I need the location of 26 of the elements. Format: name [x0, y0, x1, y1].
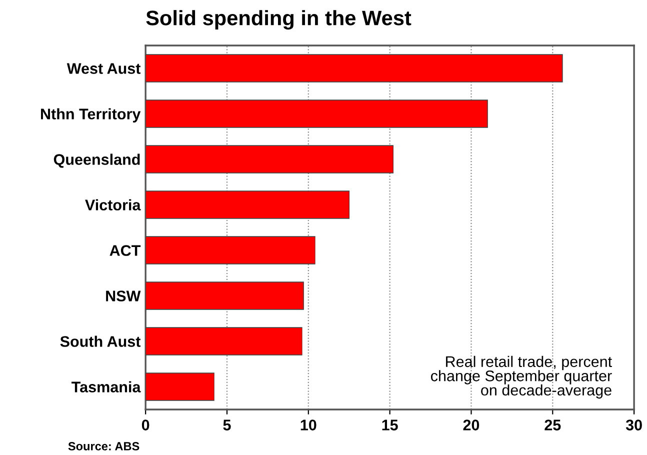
x-tick-label: 10: [300, 420, 316, 430]
x-tick-label: 25: [544, 420, 561, 430]
y-tick-label: NSW: [106, 290, 141, 302]
bar: [146, 145, 394, 174]
x-tick-label: 5: [223, 420, 231, 430]
y-tick-label: West Aust: [66, 63, 141, 74]
y-tick-label: Nthn Territory: [41, 108, 141, 122]
x-tick-label: 15: [382, 420, 398, 430]
bar: [146, 100, 488, 128]
y-tick-label: Tasmania: [72, 381, 141, 392]
bar: [146, 327, 302, 356]
x-tick-label: 30: [626, 420, 642, 430]
y-tick-label: Queensland: [54, 154, 140, 168]
bar: [146, 190, 350, 219]
y-tick-label: ACT: [110, 245, 141, 256]
y-tick-label: South Aust: [60, 336, 141, 347]
bar: [146, 54, 563, 82]
annotation: Real retail trade, percent change September quarter on decade-average: [430, 356, 612, 399]
y-tick-label: Victoria: [85, 199, 141, 210]
bar: [146, 282, 304, 310]
chart-title: Solid spending in the West: [146, 10, 412, 30]
bar: [146, 372, 214, 401]
bar: [146, 236, 316, 264]
x-tick-label: 20: [463, 420, 480, 430]
source-note: Source: ABS: [68, 442, 140, 450]
x-tick-label: 0: [142, 420, 150, 430]
